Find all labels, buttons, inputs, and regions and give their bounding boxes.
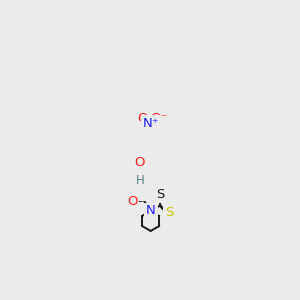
Text: O: O — [137, 112, 147, 125]
Text: O: O — [127, 194, 137, 208]
Text: S: S — [165, 206, 173, 218]
Text: O⁻: O⁻ — [150, 112, 168, 125]
Text: N: N — [146, 205, 156, 218]
Text: N: N — [146, 117, 156, 130]
Text: H: H — [136, 174, 144, 187]
Text: S: S — [157, 188, 165, 201]
Text: N⁺: N⁺ — [142, 117, 159, 130]
Text: O: O — [134, 156, 145, 169]
